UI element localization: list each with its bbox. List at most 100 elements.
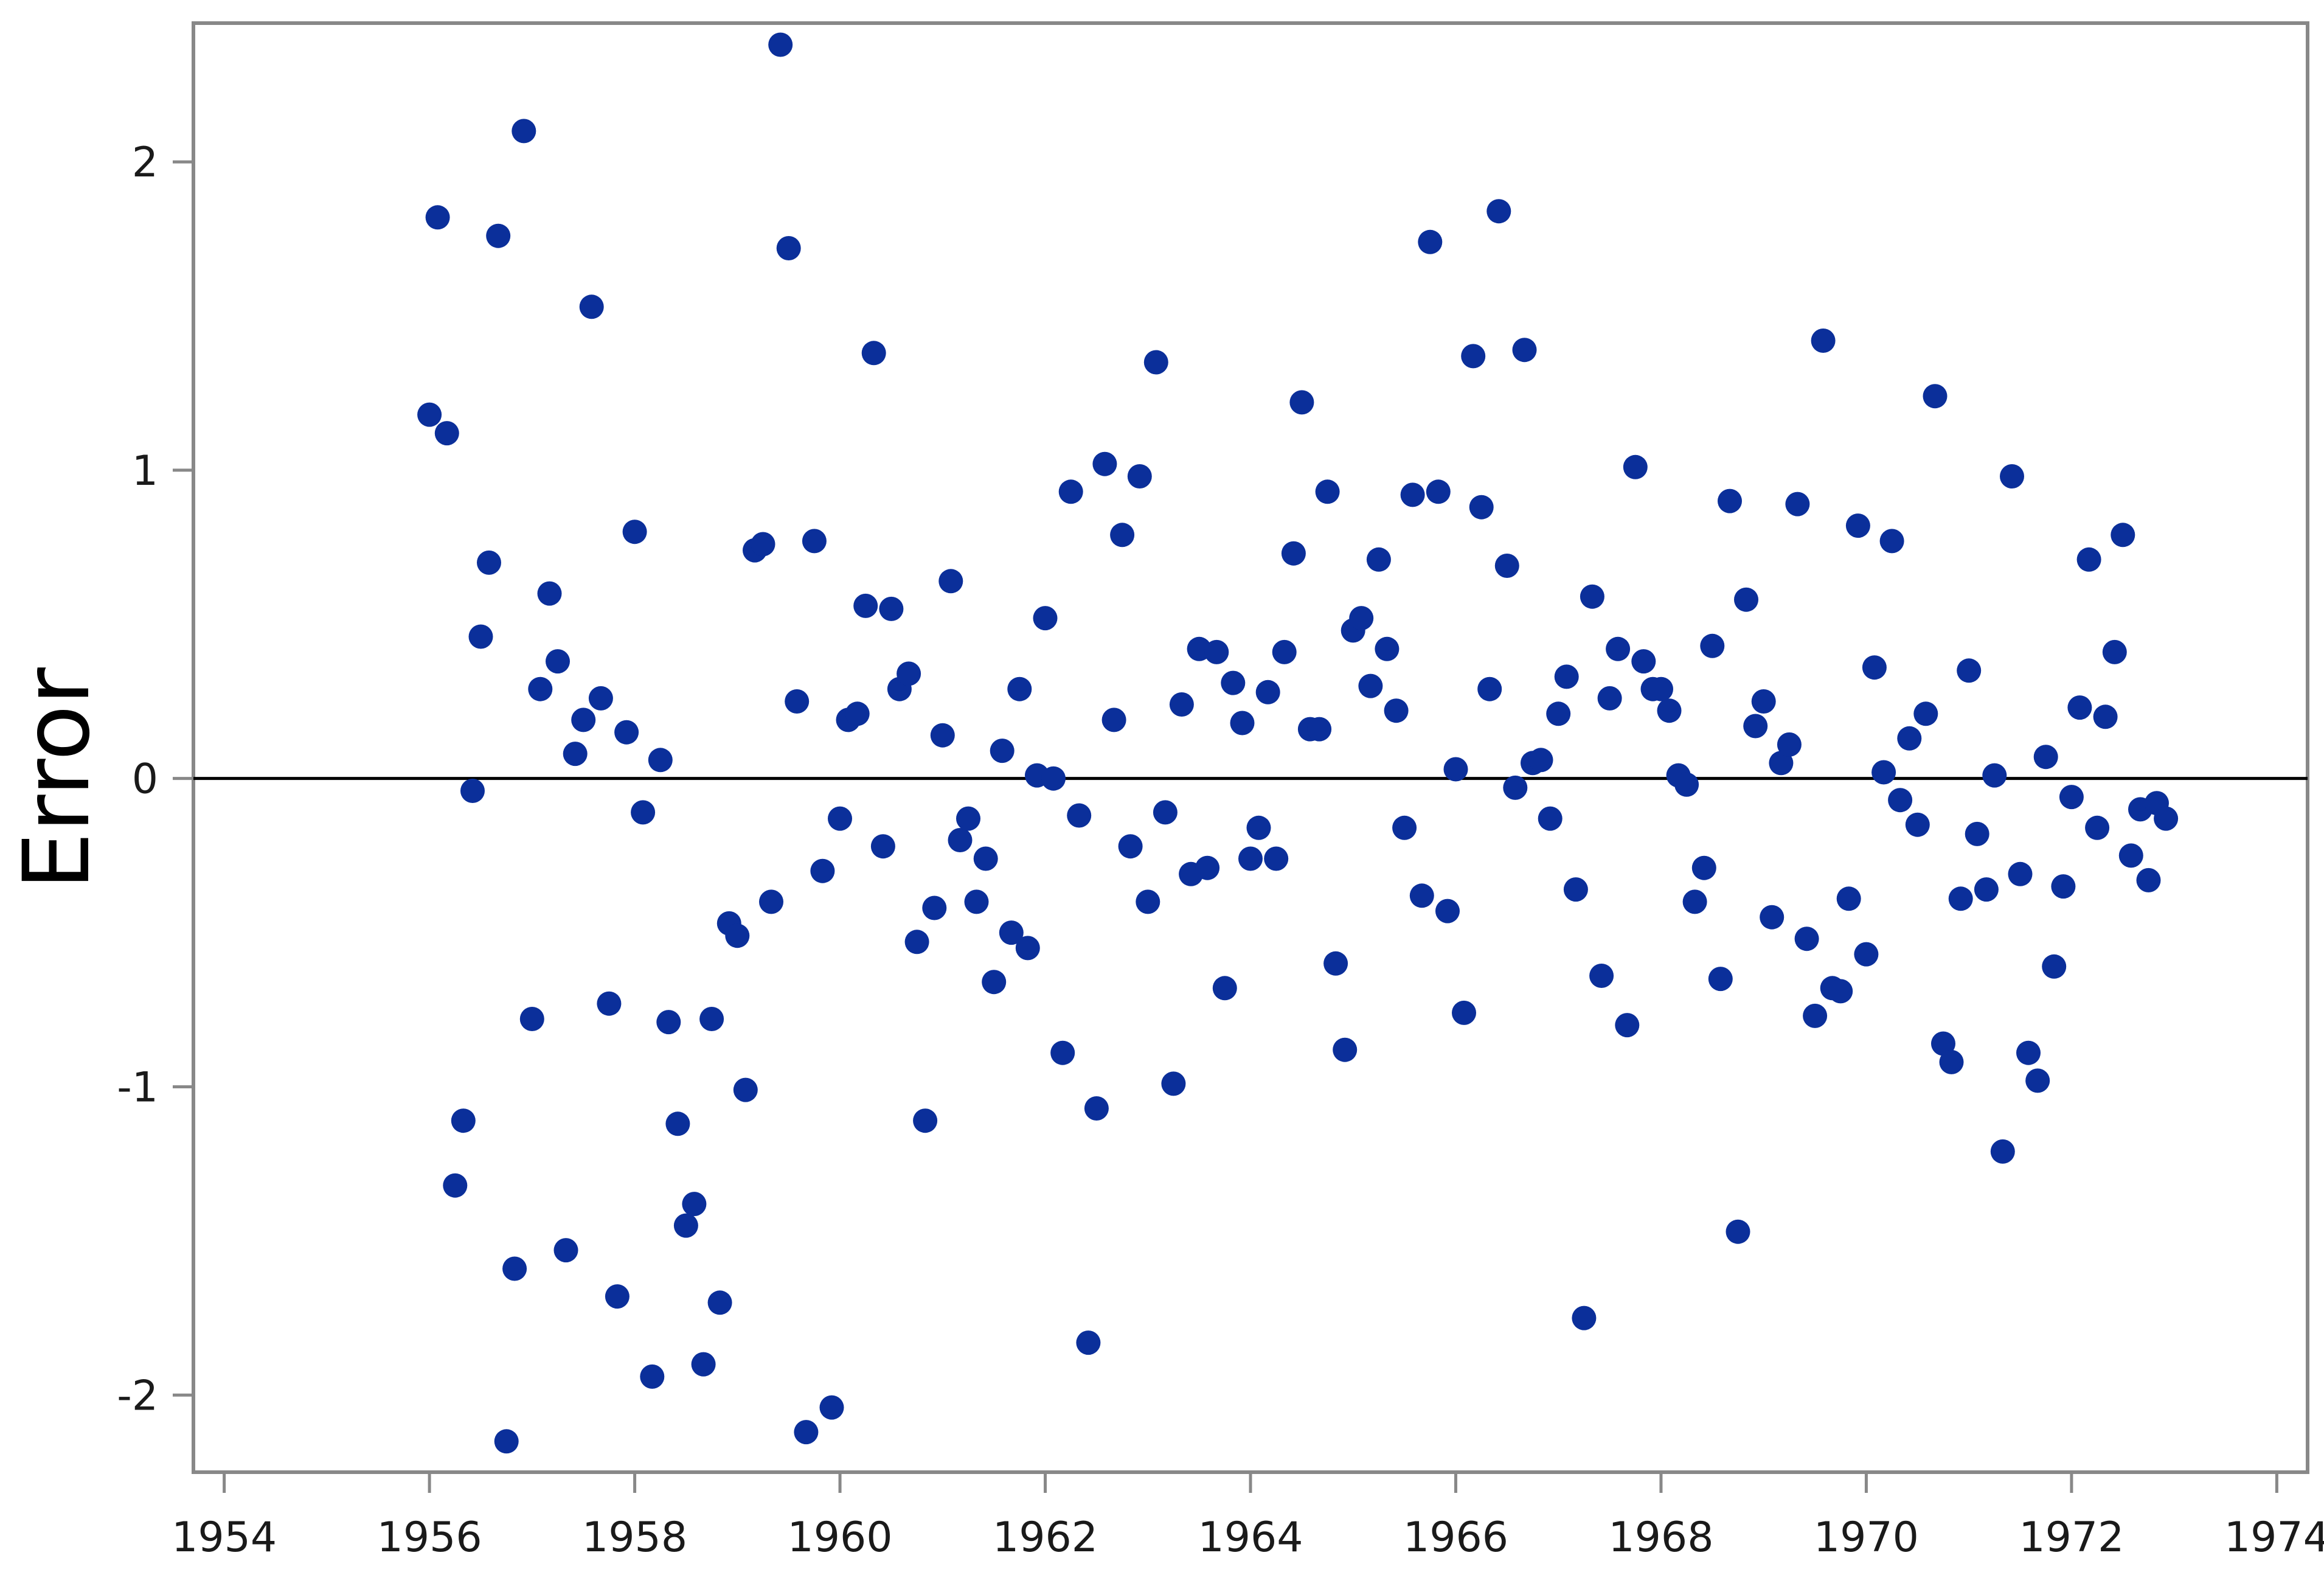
data-point <box>1657 698 1682 723</box>
data-point <box>759 889 783 914</box>
data-point <box>1469 495 1494 520</box>
data-point <box>964 889 989 914</box>
data-point <box>810 858 835 883</box>
data-point <box>2033 745 2058 770</box>
data-point <box>1143 350 1168 375</box>
y-tick-label: -2 <box>117 1372 158 1420</box>
data-point <box>1307 717 1332 742</box>
data-point <box>1230 711 1255 735</box>
data-point <box>2000 464 2024 488</box>
data-point <box>1563 877 1588 902</box>
data-point <box>2008 861 2033 886</box>
data-point <box>1948 886 1973 911</box>
data-point <box>2042 954 2067 979</box>
data-point <box>1041 766 1066 791</box>
data-point <box>682 1192 707 1217</box>
data-point <box>519 1007 544 1031</box>
data-point <box>468 624 493 649</box>
data-point <box>579 294 604 319</box>
data-point <box>828 806 852 831</box>
data-point <box>1649 676 1673 701</box>
data-point <box>631 800 656 825</box>
data-point <box>1033 606 1058 631</box>
data-point <box>1538 806 1563 831</box>
x-tick-label: 1964 <box>1198 1514 1303 1562</box>
data-point <box>1597 686 1622 711</box>
data-point <box>1221 670 1246 695</box>
data-point <box>1708 967 1733 992</box>
data-point <box>1631 649 1656 674</box>
data-point <box>1615 1013 1640 1038</box>
data-point <box>1794 927 1819 951</box>
data-point <box>537 581 562 606</box>
data-point <box>502 1256 527 1281</box>
data-point <box>460 779 485 803</box>
data-point <box>571 708 596 732</box>
data-point <box>1503 775 1528 800</box>
data-point <box>1990 1139 2015 1164</box>
data-point <box>1888 788 1913 813</box>
data-point <box>1546 701 1571 726</box>
data-point <box>897 661 921 686</box>
data-point <box>1836 886 1861 911</box>
data-point <box>1811 329 1836 353</box>
data-point <box>707 1290 732 1315</box>
data-point <box>2136 867 2161 892</box>
data-point <box>1255 680 1280 704</box>
data-point <box>1101 708 1126 732</box>
data-point <box>1110 523 1135 548</box>
data-point <box>1007 676 1032 701</box>
data-point <box>1528 748 1553 773</box>
data-point <box>1879 529 1904 554</box>
data-point <box>794 1420 819 1445</box>
data-point <box>1982 763 2007 788</box>
data-point <box>1067 803 1092 828</box>
y-tick-label: 0 <box>132 756 158 804</box>
x-tick-label: 1966 <box>1403 1514 1508 1562</box>
data-point <box>913 1108 938 1133</box>
data-point <box>1349 606 1374 631</box>
data-point <box>1572 1306 1597 1330</box>
data-point <box>1452 1000 1476 1025</box>
data-point <box>1058 479 1083 504</box>
x-tick-label: 1960 <box>788 1514 893 1562</box>
data-point <box>2102 639 2127 664</box>
data-point <box>622 520 647 544</box>
data-point <box>1691 855 1716 880</box>
data-point <box>1734 587 1758 612</box>
data-point <box>1939 1049 1964 1074</box>
data-point <box>1623 454 1648 479</box>
data-point <box>1161 1071 1186 1096</box>
x-tick-label: 1956 <box>377 1514 482 1562</box>
data-point <box>930 723 955 748</box>
data-point <box>528 676 553 701</box>
data-point <box>614 720 639 745</box>
data-point <box>1862 655 1887 680</box>
data-point <box>973 846 998 871</box>
data-point <box>1015 936 1040 961</box>
data-point <box>879 596 904 621</box>
data-point <box>1845 513 1870 538</box>
data-point <box>1871 760 1896 785</box>
data-point <box>1136 889 1160 914</box>
data-point <box>1238 846 1263 871</box>
data-point <box>1289 390 1314 415</box>
x-tick-label: 1954 <box>172 1514 277 1562</box>
data-point <box>1092 451 1117 476</box>
data-point <box>870 834 895 859</box>
data-point <box>1409 883 1434 908</box>
data-point <box>1554 664 1579 689</box>
data-point <box>1913 701 1938 726</box>
x-tick-label: 1962 <box>993 1514 1098 1562</box>
data-point <box>938 569 963 594</box>
data-point <box>1461 344 1486 369</box>
data-point <box>999 920 1024 945</box>
data-point <box>1323 951 1348 976</box>
data-point <box>2067 695 2092 720</box>
data-point <box>1358 673 1383 698</box>
data-point <box>1443 757 1468 782</box>
data-point <box>845 701 870 726</box>
x-tick-label: 1970 <box>1814 1514 1919 1562</box>
data-point <box>1974 877 1999 902</box>
data-point <box>2118 843 2143 868</box>
